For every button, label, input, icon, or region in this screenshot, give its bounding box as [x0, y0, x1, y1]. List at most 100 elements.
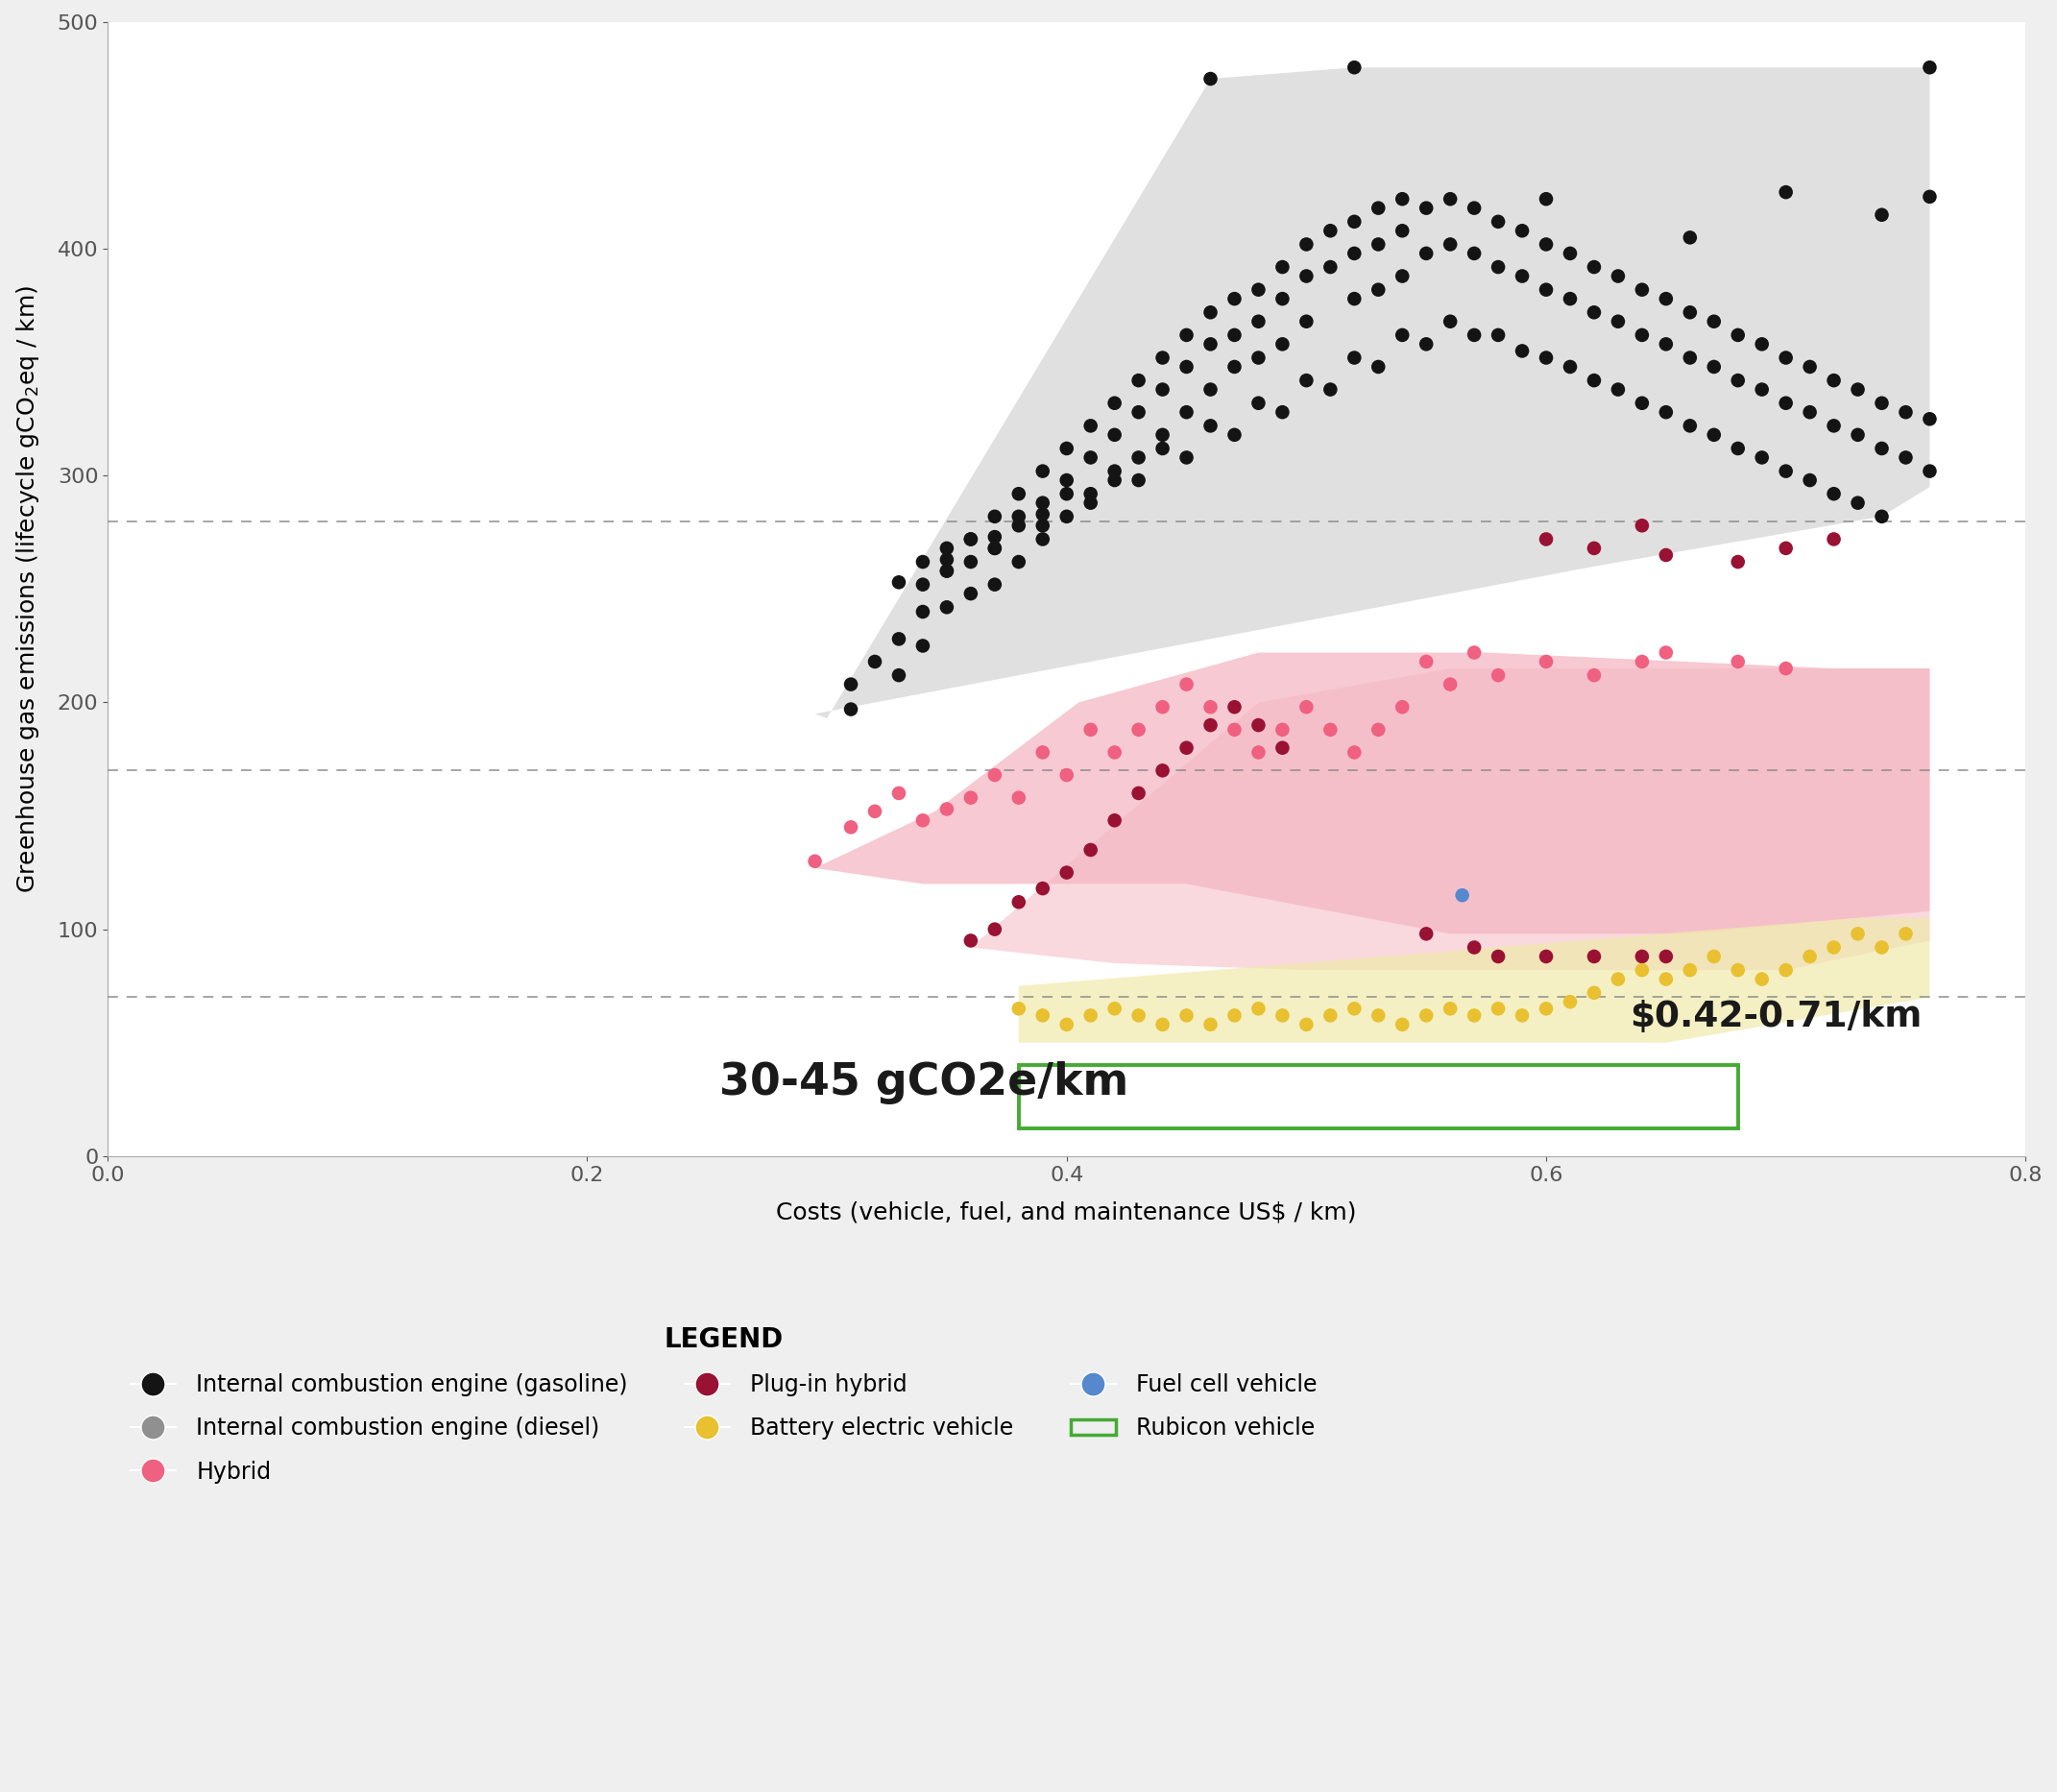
Point	[1625, 955, 1658, 984]
Point	[1409, 647, 1442, 676]
Legend: Internal combustion engine (gasoline), Internal combustion engine (diesel), Hybr: Internal combustion engine (gasoline), I…	[119, 1315, 1329, 1495]
Polygon shape	[1018, 918, 1929, 1043]
Point	[1098, 421, 1131, 450]
Point	[1051, 1011, 1084, 1039]
Point	[1242, 738, 1275, 767]
Point	[930, 545, 963, 573]
Point	[1026, 489, 1059, 518]
Point	[1362, 1002, 1395, 1030]
Point	[1674, 955, 1707, 984]
Point	[1170, 353, 1203, 382]
Point	[1242, 711, 1275, 740]
Point	[1769, 344, 1802, 373]
Point	[954, 783, 987, 812]
Point	[1051, 502, 1084, 530]
Point	[1193, 65, 1226, 93]
Point	[882, 780, 915, 808]
Point	[1098, 457, 1131, 486]
Point	[1697, 353, 1730, 382]
Point	[954, 926, 987, 955]
Point	[1409, 1002, 1442, 1030]
Point	[1265, 330, 1298, 358]
Point	[1051, 434, 1084, 462]
Point	[1578, 534, 1611, 563]
Point	[1434, 185, 1467, 213]
Point	[1074, 412, 1107, 441]
Point	[1193, 711, 1226, 740]
Point	[1193, 1011, 1226, 1039]
Point	[1242, 995, 1275, 1023]
Text: $0.42-0.71/km: $0.42-0.71/km	[1629, 1000, 1923, 1034]
Point	[1026, 525, 1059, 554]
Point	[1409, 919, 1442, 948]
Point	[1074, 443, 1107, 471]
Point	[1530, 525, 1563, 554]
Point	[1769, 654, 1802, 683]
Point	[1218, 1002, 1251, 1030]
Point	[954, 548, 987, 577]
Point	[1026, 738, 1059, 767]
Point	[1218, 421, 1251, 450]
Point	[1506, 1002, 1539, 1030]
Point	[1146, 375, 1179, 403]
Point	[1458, 321, 1491, 349]
Point	[1650, 638, 1683, 667]
Point	[1841, 375, 1874, 403]
Point	[1818, 934, 1851, 962]
Point	[1026, 874, 1059, 903]
Point	[1002, 548, 1035, 577]
Point	[1337, 344, 1370, 373]
X-axis label: Costs (vehicle, fuel, and maintenance US$ / km): Costs (vehicle, fuel, and maintenance US…	[775, 1201, 1358, 1224]
Point	[1434, 670, 1467, 699]
Point	[1098, 806, 1131, 835]
Point	[1386, 185, 1419, 213]
Point	[1074, 835, 1107, 864]
Point	[1769, 177, 1802, 206]
Point	[1170, 398, 1203, 426]
Point	[1888, 398, 1921, 426]
Point	[1265, 253, 1298, 281]
Point	[882, 625, 915, 654]
Point	[1098, 389, 1131, 418]
Point	[1722, 647, 1755, 676]
Point	[979, 570, 1012, 599]
Point	[1769, 955, 1802, 984]
Point	[1074, 715, 1107, 744]
Point	[1697, 306, 1730, 335]
Point	[1002, 480, 1035, 509]
Point	[1458, 1002, 1491, 1030]
Point	[1409, 194, 1442, 222]
Point	[1722, 366, 1755, 394]
Point	[835, 814, 868, 842]
Point	[1650, 330, 1683, 358]
Point	[1362, 229, 1395, 258]
Point	[1746, 964, 1779, 993]
Point	[930, 557, 963, 586]
Point	[1337, 208, 1370, 237]
Point	[979, 762, 1012, 790]
Point	[1409, 238, 1442, 267]
Point	[979, 916, 1012, 944]
Point	[1386, 694, 1419, 722]
Point	[1123, 780, 1156, 808]
Point	[1625, 321, 1658, 349]
Point	[858, 647, 891, 676]
Point	[1193, 330, 1226, 358]
Point	[1553, 238, 1586, 267]
Point	[1146, 421, 1179, 450]
Point	[1265, 733, 1298, 762]
Point	[1170, 1002, 1203, 1030]
Point	[858, 797, 891, 826]
Point	[1650, 964, 1683, 993]
Point	[930, 794, 963, 823]
Point	[1913, 183, 1946, 211]
Point	[1026, 511, 1059, 539]
Point	[1290, 366, 1323, 394]
Point	[1794, 943, 1827, 971]
Polygon shape	[815, 652, 1929, 934]
Point	[1841, 489, 1874, 518]
Point	[1650, 541, 1683, 570]
Point	[1481, 995, 1514, 1023]
Point	[1674, 224, 1707, 253]
Point	[1242, 276, 1275, 305]
